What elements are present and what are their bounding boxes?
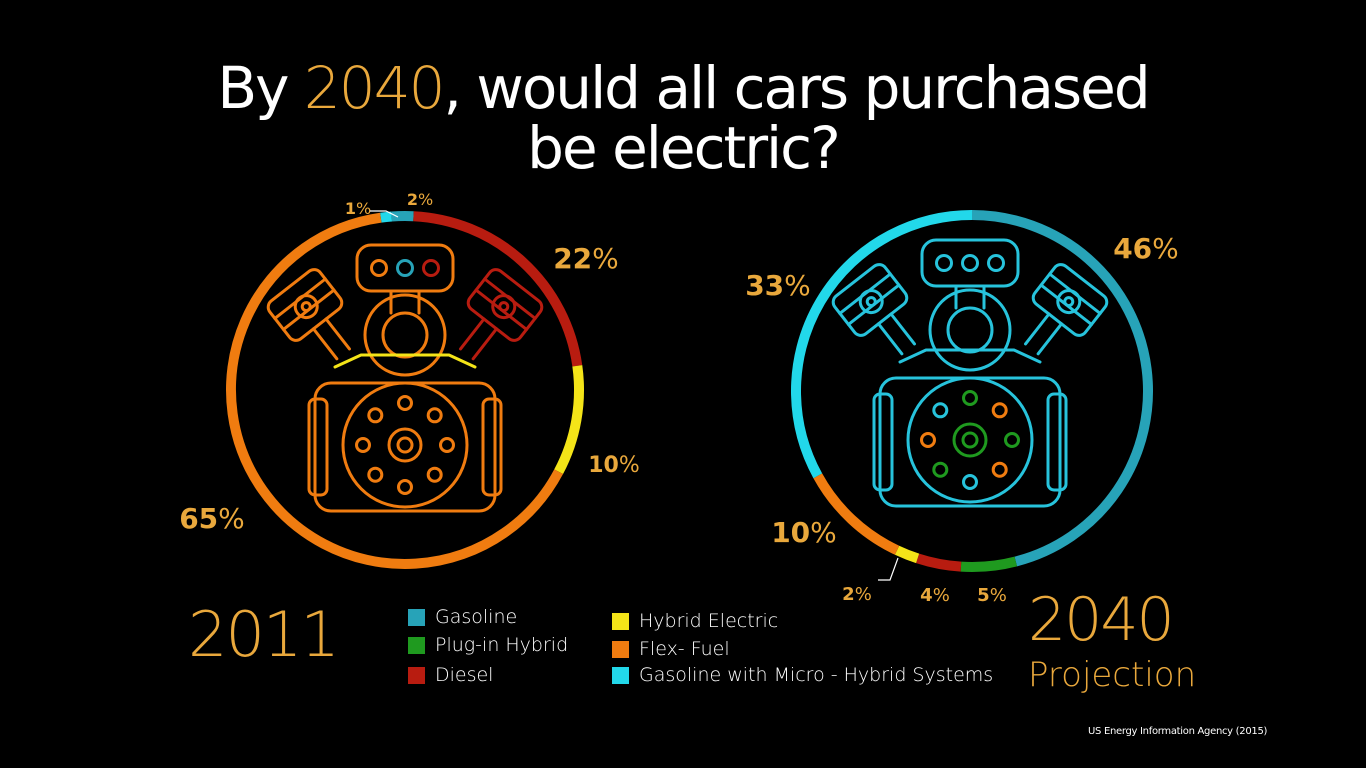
donut-slice-hybrid-electric <box>554 365 584 475</box>
slice-label: 2% <box>407 190 433 209</box>
engine-icon-2011 <box>266 243 544 513</box>
slice-label: 10% <box>588 453 640 478</box>
donut-slice-diesel <box>413 211 583 367</box>
legend-swatch <box>408 608 425 626</box>
year-2040-label: 2040 <box>1028 585 1175 655</box>
slice-label: 5% <box>977 585 1007 606</box>
donut-2040 <box>791 210 1153 572</box>
legend-item-micro-hybrid: Gasoline with Micro - Hybrid Systems <box>612 664 993 686</box>
legend-swatch <box>612 612 629 630</box>
legend-label: Hybrid Electric <box>639 610 779 632</box>
donut-2011 <box>226 211 584 569</box>
engine-icon-2040 <box>831 238 1109 508</box>
projection-label: Projection <box>1028 655 1197 695</box>
title-part1: By <box>217 54 304 122</box>
slice-label: 22% <box>553 242 619 275</box>
legend-item-hybrid-electric: Hybrid Electric <box>612 610 778 632</box>
legend-item-flex-fuel: Flex- Fuel <box>612 638 730 660</box>
donut-slice-gasoline <box>971 210 1153 567</box>
donut-slice-hybrid-electric <box>894 545 920 564</box>
legend-item-gasoline: Gasoline <box>408 606 517 628</box>
legend-label: Diesel <box>435 664 494 686</box>
legend-label: Plug-in Hybrid <box>435 634 569 656</box>
slice-labels: 1% 2% 22% 10% 65% 46% 5% 4% 2% 10% 33% <box>179 190 1179 606</box>
legend-label: Gasoline with Micro - Hybrid Systems <box>639 664 994 686</box>
donut-slice-gasoline-with-micro-hybrid-systems <box>380 211 393 223</box>
slice-label: 65% <box>179 502 245 535</box>
slice-label: 46% <box>1113 232 1179 265</box>
donut-slice-plug-in-hybrid <box>960 556 1018 572</box>
donut-slice-gasoline <box>391 211 414 222</box>
leader-line <box>370 210 399 218</box>
legend-swatch <box>408 636 425 654</box>
legend-swatch <box>612 640 629 658</box>
title-line2: be electric? <box>527 114 841 182</box>
slice-label: 10% <box>771 516 837 549</box>
slice-label: 1% <box>345 199 371 218</box>
donut-slice-gasoline-with-micro-hybrid-systems <box>791 210 973 479</box>
slice-label: 2% <box>842 584 872 605</box>
chart-title: By 2040, would all cars purchased be ele… <box>0 58 1366 178</box>
legend-label: Flex- Fuel <box>639 638 730 660</box>
donut-slice-diesel <box>916 553 962 572</box>
legend-swatch <box>612 666 629 684</box>
legend-item-diesel: Diesel <box>408 664 493 686</box>
slice-label: 4% <box>920 585 950 606</box>
donut-slice-flex-fuel <box>226 212 564 569</box>
title-part2: , would all cars purchased <box>443 54 1151 122</box>
slice-label: 33% <box>745 269 811 302</box>
source-note: US Energy Information Agency (2015) <box>1088 726 1268 737</box>
leader-line <box>878 557 899 581</box>
legend-label: Gasoline <box>435 606 518 628</box>
title-year: 2040 <box>303 54 446 122</box>
donut-slice-flex-fuel <box>813 473 900 555</box>
legend-swatch <box>408 666 425 684</box>
year-2011-label: 2011 <box>188 598 340 671</box>
legend-item-plug-in-hybrid: Plug-in Hybrid <box>408 634 568 656</box>
